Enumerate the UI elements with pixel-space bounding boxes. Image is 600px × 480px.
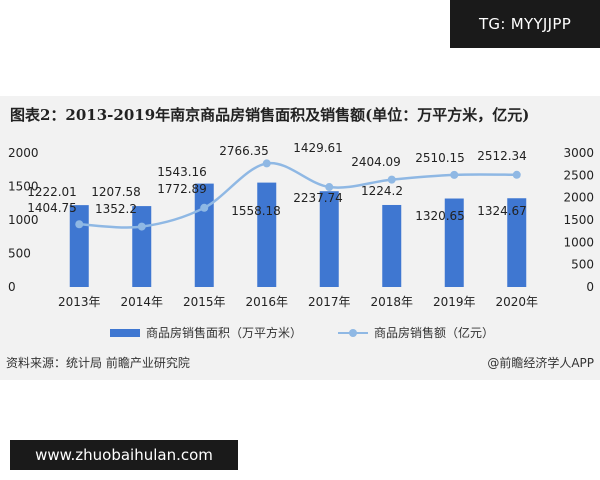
chart-title: 图表2：2013-2019年南京商品房销售面积及销售额(单位：万平方米，亿元) — [10, 106, 530, 124]
legend-bar-swatch — [110, 328, 140, 337]
legend-item-area: 商品房销售面积（万平方米） — [110, 324, 302, 341]
brand-note: @前瞻经济学人APP — [487, 356, 594, 370]
line-point-6 — [450, 170, 459, 179]
bar-value-label: 1429.61 — [293, 141, 343, 155]
line-value-label: 2512.34 — [477, 149, 527, 163]
x-tick-label: 2016年 — [245, 295, 288, 309]
line-point-7 — [512, 170, 521, 179]
line-value-label: 1352.2 — [95, 202, 137, 216]
bar-value-label: 1224.2 — [361, 184, 403, 198]
chart-legend: 商品房销售面积（万平方米） 商品房销售额（亿元） — [0, 324, 600, 344]
chart-card — [0, 96, 600, 380]
right-axis: 3000 2500 2000 1500 1000 500 0 — [563, 146, 594, 294]
bar-value-label: 1324.67 — [477, 204, 527, 218]
left-tick-label: 1000 — [8, 213, 39, 227]
right-tick-label: 3000 — [563, 146, 594, 160]
x-tick-label: 2017年 — [308, 295, 351, 309]
bar-value-label: 1543.16 — [157, 165, 207, 179]
line-value-label: 2237.74 — [293, 191, 343, 205]
line-point-0 — [75, 220, 84, 229]
right-tick-label: 2000 — [563, 191, 594, 205]
line-value-label: 2404.09 — [351, 155, 401, 169]
line-value-label: 2766.35 — [219, 144, 269, 158]
left-tick-label: 2000 — [8, 146, 39, 160]
line-point-5 — [387, 175, 396, 184]
bar-2 — [194, 183, 214, 287]
left-axis: 2000 1500 1000 500 0 — [8, 146, 39, 294]
bar-0 — [69, 205, 89, 287]
left-tick-label: 1500 — [8, 180, 39, 194]
bar-value-label: 1222.01 — [27, 185, 77, 199]
bar-5 — [382, 204, 402, 287]
right-tick-label: 1500 — [563, 213, 594, 227]
line-value-label: 1404.75 — [27, 201, 77, 215]
x-tick-label: 2013年 — [58, 295, 101, 309]
legend-label-sales: 商品房销售额（亿元） — [374, 326, 495, 340]
site-url: www.zhuobaihulan.com — [10, 440, 238, 470]
x-tick-label: 2018年 — [370, 295, 413, 309]
line-value-label: 2510.15 — [415, 151, 465, 165]
line-value-label: 1772.89 — [157, 182, 207, 196]
watermark-tag: TG: MYYJJPP — [450, 0, 600, 48]
right-tick-label: 1000 — [563, 235, 594, 249]
x-tick-label: 2019年 — [433, 295, 476, 309]
left-tick-label: 500 — [8, 247, 31, 261]
line-point-4 — [325, 183, 334, 192]
legend-label-area: 商品房销售面积（万平方米） — [146, 326, 303, 340]
bar-3 — [257, 182, 277, 287]
bar-value-label: 1207.58 — [91, 185, 141, 199]
left-tick-label: 0 — [8, 280, 16, 294]
source-note: 资料来源：统计局 前瞻产业研究院 — [6, 356, 190, 370]
right-tick-label: 500 — [571, 258, 594, 272]
bar-value-label: 1320.65 — [415, 209, 465, 223]
legend-item-sales: 商品房销售额（亿元） — [338, 324, 494, 341]
x-axis: 2013年 2014年 2015年 2016年 2017年 2018年 2019年 2020年 — [58, 295, 538, 309]
line-point-2 — [200, 203, 209, 212]
bar-value-label: 1558.18 — [231, 204, 281, 218]
x-tick-label: 2014年 — [120, 295, 163, 309]
bar-7 — [507, 198, 527, 287]
sales-line — [79, 161, 517, 229]
line-series — [75, 159, 521, 231]
bar-4 — [319, 191, 339, 287]
line-point-3 — [262, 159, 271, 168]
x-tick-label: 2015年 — [183, 295, 226, 309]
right-tick-label: 0 — [586, 280, 594, 294]
bar-6 — [444, 198, 464, 287]
line-point-1 — [137, 222, 146, 231]
legend-line-swatch — [338, 328, 368, 337]
right-tick-label: 2500 — [563, 168, 594, 182]
bar-1 — [132, 206, 152, 287]
data-labels: 1222.01 1207.58 1543.16 1558.18 1429.61 1224.… — [27, 141, 527, 223]
x-tick-label: 2020年 — [495, 295, 538, 309]
